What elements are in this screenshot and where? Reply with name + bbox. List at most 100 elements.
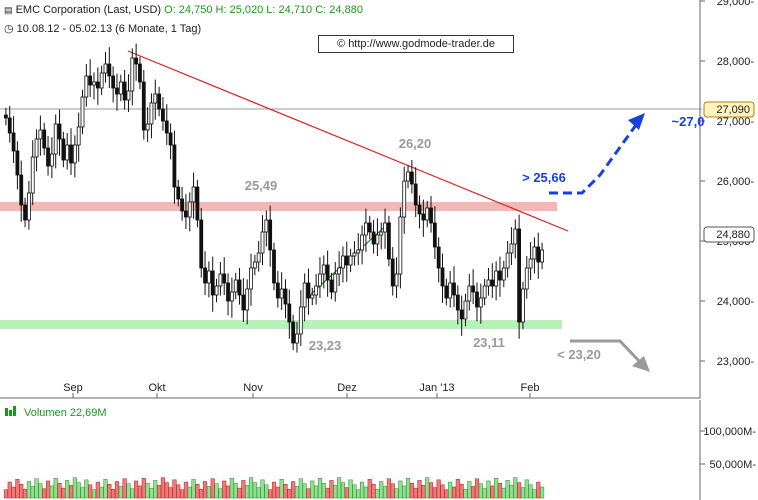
volume-bar xyxy=(494,477,499,499)
candle-body xyxy=(287,303,292,323)
volume-bar xyxy=(103,479,108,499)
bear-scenario-arrow xyxy=(570,339,642,364)
candle-body xyxy=(191,186,196,203)
candle-body xyxy=(482,285,487,299)
candle-body xyxy=(306,282,311,299)
volume-icon-bar-2 xyxy=(13,406,16,416)
chart-type-icon[interactable]: ▤ xyxy=(4,5,13,15)
candle-body xyxy=(161,108,165,122)
candle-body xyxy=(130,57,135,92)
candle-body xyxy=(141,81,146,131)
annotation-label: > 25,66 xyxy=(522,170,566,185)
candle-body xyxy=(157,93,162,110)
candle-body xyxy=(298,306,303,335)
candle-body xyxy=(356,249,361,254)
volume-bar xyxy=(348,479,353,499)
volume-bar xyxy=(134,480,139,499)
candle-body xyxy=(344,255,349,266)
volume-bar xyxy=(390,483,395,499)
candle-body xyxy=(329,279,334,293)
volume-bar xyxy=(168,487,173,499)
candle-body xyxy=(34,138,39,158)
volume-bar xyxy=(436,479,441,499)
candle-body xyxy=(53,123,58,155)
volume-bar xyxy=(271,481,277,499)
candle-body xyxy=(413,183,418,206)
volume-bar xyxy=(367,479,372,499)
volume-bar xyxy=(268,489,273,499)
volume-bar xyxy=(88,484,93,499)
candle-body xyxy=(440,267,445,287)
y-tick-label: 25,000- xyxy=(717,236,755,248)
volume-bar xyxy=(463,488,468,499)
candle-body xyxy=(486,279,491,287)
annotation-label: 23,23 xyxy=(309,338,342,353)
period-info: ◷ 10.08.12 - 05.02.13 (6 Monate, 1 Tag) xyxy=(4,22,201,35)
candle-body xyxy=(4,114,8,119)
candle-body xyxy=(88,75,93,86)
volume-bar xyxy=(164,482,169,499)
volume-bar xyxy=(111,488,116,499)
volume-tick-label: 100,000M- xyxy=(703,426,756,438)
candle-body xyxy=(448,282,453,299)
volume-bar xyxy=(275,486,280,499)
volume-bar xyxy=(126,483,131,499)
volume-bar xyxy=(375,488,380,499)
candle-body xyxy=(206,270,211,284)
volume-bar xyxy=(15,479,20,499)
volume-bar xyxy=(237,487,242,499)
low-value: L: 24,710 xyxy=(266,4,313,16)
volume-bar xyxy=(405,477,411,499)
candle-body xyxy=(279,288,284,299)
candle-body xyxy=(341,255,345,269)
resistance-zone xyxy=(0,202,557,211)
volume-bar xyxy=(432,487,437,499)
candle-body xyxy=(164,120,169,134)
candle-body xyxy=(348,255,353,266)
candle-body xyxy=(409,171,414,185)
candle-body xyxy=(521,288,525,323)
volume-bar xyxy=(306,488,311,499)
candle-body xyxy=(463,300,468,320)
candle-body xyxy=(172,144,177,188)
candle-body xyxy=(455,294,460,311)
volume-axis: 100,000M- 50,000M- xyxy=(699,400,757,500)
volume-bar xyxy=(76,482,81,499)
volume-bar xyxy=(45,480,51,499)
volume-bar xyxy=(486,480,491,499)
volume-bar xyxy=(233,482,238,499)
candle-body xyxy=(406,171,410,182)
volume-bar xyxy=(279,479,284,499)
candle-body xyxy=(176,186,181,200)
volume-bar xyxy=(497,482,503,499)
candle-body xyxy=(429,207,433,224)
volume-bar xyxy=(53,477,58,499)
candle-body xyxy=(436,246,441,269)
candle-body xyxy=(417,204,422,215)
volume-bar xyxy=(310,480,315,499)
period-text: 10.08.12 - 05.02.13 (6 Monate, 1 Tag) xyxy=(16,23,202,35)
volume-bar xyxy=(344,487,349,499)
volume-bar xyxy=(157,485,162,499)
candle-body xyxy=(195,186,200,221)
candle-body xyxy=(11,132,16,152)
candle-body xyxy=(118,81,123,95)
volume-bar xyxy=(394,488,399,499)
volume-bar xyxy=(540,486,545,499)
volume-bar xyxy=(509,485,514,499)
volume-tick-label: 50,000M- xyxy=(710,459,757,471)
volume-bar xyxy=(451,486,457,499)
volume-bar xyxy=(287,488,292,499)
candle-body xyxy=(310,294,315,299)
volume-bar xyxy=(478,483,483,499)
source-box[interactable]: © http://www.godmode-trader.de xyxy=(318,35,514,53)
volume-bar xyxy=(183,481,188,499)
candle-body xyxy=(432,222,437,248)
candle-body xyxy=(536,246,541,263)
candle-body xyxy=(214,285,219,296)
volume-bar xyxy=(352,484,357,499)
candle-body xyxy=(390,258,395,287)
volume-bar xyxy=(218,488,223,499)
candle-body xyxy=(452,282,456,296)
